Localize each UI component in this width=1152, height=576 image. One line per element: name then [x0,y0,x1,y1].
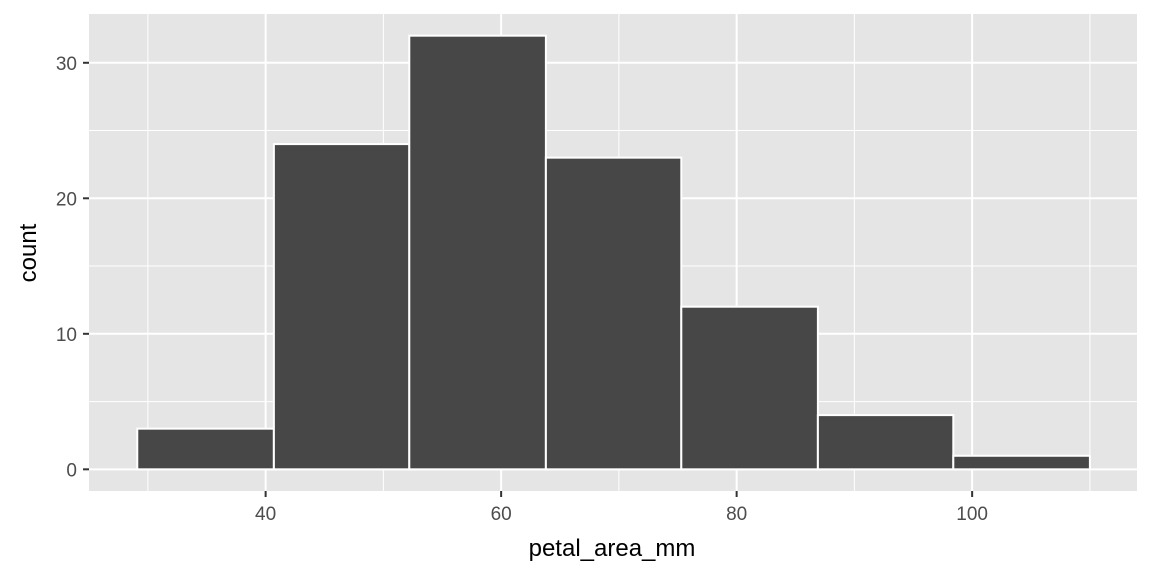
histogram-bars [136,34,1091,471]
histogram-bar [136,427,275,471]
histogram-bar [680,305,819,471]
y-axis: 0 10 20 30 [56,54,89,481]
x-axis: 40 60 80 100 [255,491,988,525]
histogram-bar [952,454,1091,471]
histogram-bar [408,34,547,471]
y-axis-title: count [15,223,42,282]
y-tick-label: 20 [56,189,77,210]
histogram-bar [272,143,411,471]
y-tick-label: 30 [56,54,77,75]
x-tick-label: 60 [491,504,512,525]
y-tick-label: 10 [56,325,77,346]
x-tick-label: 80 [726,504,747,525]
y-tick-label: 0 [66,460,77,481]
x-tick-label: 100 [956,504,988,525]
histogram-bar [816,414,955,471]
x-axis-title: petal_area_mm [529,535,696,562]
histogram-bar [544,156,683,471]
x-tick-label: 40 [255,504,276,525]
